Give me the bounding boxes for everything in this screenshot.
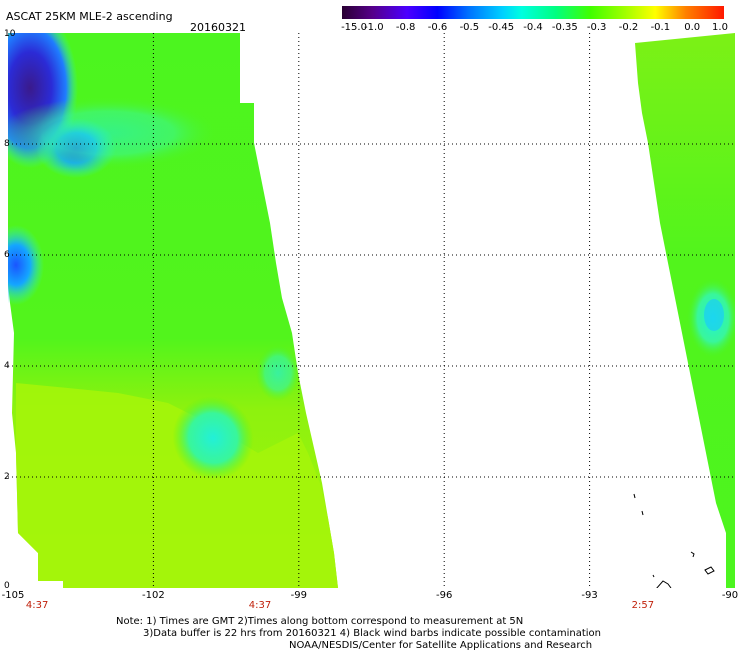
colorbar-tick-label: 1.0 — [712, 22, 728, 33]
colorbar-tick-label: -0.3 — [586, 22, 607, 33]
colorbar-tick-label: -0.2 — [618, 22, 639, 33]
colorbar-tick-label: -0.1 — [650, 22, 671, 33]
lat-tick-label: 2 — [4, 472, 10, 482]
colorbar-tick-label: -0.4 — [523, 22, 543, 33]
colorbar-tick-label: 0.0 — [684, 22, 701, 33]
lat-tick-label: 6 — [4, 250, 10, 260]
date-label: 20160321 — [190, 21, 246, 34]
note-line-2: 3)Data buffer is 22 hrs from 20160321 4)… — [143, 628, 601, 639]
island-coastlines — [633, 493, 715, 588]
colorbar-labels: -15.0 -1.0 -0.8 -0.6 -0.5 -0.45 -0.4 -0.35 -0.3-… — [341, 22, 728, 34]
colorbar-tick-label: -15.0 — [341, 22, 367, 33]
feature-cyan-4n — [256, 345, 300, 401]
colorbar-tick-label: -0.8 — [395, 22, 416, 33]
lat-tick-label: 10 — [4, 29, 16, 39]
note-line-1: Note: 1) Times are GMT 2)Times along bot… — [116, 616, 524, 627]
feature-cyan-band — [8, 97, 218, 169]
feature-cyan-3n — [172, 396, 254, 480]
note-line-3: NOAA/NESDIS/Center for Satellite Applica… — [289, 640, 593, 651]
feature-blue-right — [704, 299, 724, 331]
swath-right — [635, 33, 735, 588]
colorbar-tick-label: -0.6 — [427, 22, 448, 33]
lat-tick-label: 4 — [4, 361, 10, 371]
gridlines — [8, 33, 735, 588]
lon-tick-label: -102 — [142, 590, 165, 601]
lat-tick-label: 8 — [4, 139, 10, 149]
wind-field-map — [8, 33, 735, 588]
feature-blue-6n — [8, 225, 44, 305]
lat-tick-label: 0 — [4, 581, 10, 591]
colorbar — [342, 6, 724, 20]
map-panel — [8, 33, 735, 588]
lon-tick-label: -105 — [1, 590, 25, 601]
pass-time-label: 2:57 — [631, 600, 655, 611]
swath-left-yellow — [16, 383, 338, 588]
pass-time-label: 4:37 — [248, 600, 272, 611]
lon-tick-label: -96 — [436, 590, 453, 601]
colorbar-tick-label: -1.0 — [364, 22, 384, 33]
colorbar-strip — [342, 6, 724, 19]
product-title: ASCAT 25KM MLE-2 ascending — [6, 10, 173, 23]
colorbar-tick-label: -0.35 — [551, 22, 578, 33]
lon-tick-label: -99 — [290, 590, 307, 601]
lon-tick-label: -93 — [581, 590, 598, 601]
pass-time-label: 4:37 — [25, 600, 49, 611]
colorbar-tick-label: -0.5 — [459, 22, 480, 33]
lon-tick-label: -90 — [721, 590, 739, 601]
colorbar-tick-label: -0.45 — [488, 22, 515, 33]
